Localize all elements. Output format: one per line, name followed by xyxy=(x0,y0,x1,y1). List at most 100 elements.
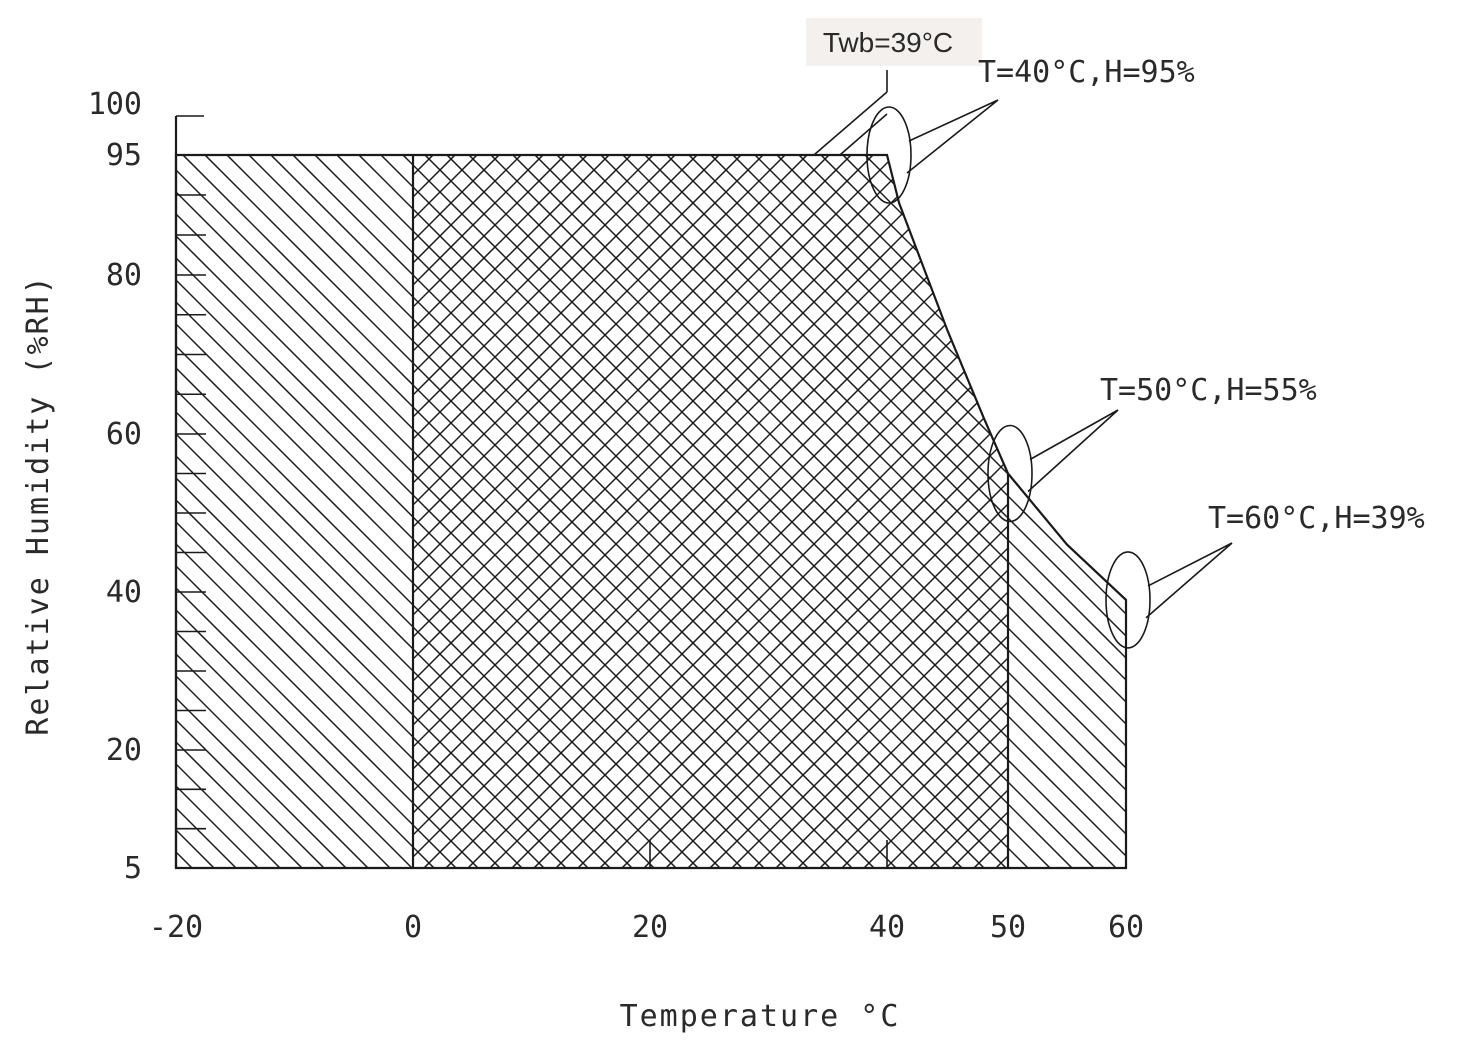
hatch-line xyxy=(1008,473,1126,868)
y-tick-label: 5 xyxy=(124,851,142,886)
hatch-line xyxy=(413,155,1008,868)
hatch-line xyxy=(413,155,905,868)
hatch-line xyxy=(413,155,727,868)
hatch-line xyxy=(549,155,1008,868)
hatch-line xyxy=(1008,473,1126,868)
hatch-line xyxy=(176,410,413,651)
hatch-line xyxy=(1408,60,1471,920)
hatch-line xyxy=(1056,60,1471,920)
hatch-line xyxy=(1430,60,1471,920)
hatch-line xyxy=(0,60,132,920)
hatch-line xyxy=(203,155,413,365)
wet-bulb-label: Twb=39°C xyxy=(823,27,953,58)
x-tick-label: 0 xyxy=(404,910,422,945)
hatch-line xyxy=(1386,60,1471,920)
hatch-line xyxy=(413,155,773,868)
hatch-line xyxy=(1254,60,1471,920)
hatch-line xyxy=(176,564,413,805)
hatch-line xyxy=(413,155,685,868)
hatch-line xyxy=(547,155,1008,868)
hatch-line xyxy=(1408,60,1471,920)
hatch-line xyxy=(176,652,392,868)
hatch-line xyxy=(789,155,1008,868)
hatch-line xyxy=(1142,60,1471,920)
hatch-line xyxy=(1188,60,1471,920)
hatch-line xyxy=(176,762,282,868)
hatch-line xyxy=(413,155,927,868)
hatch-line xyxy=(989,155,1008,868)
hatch-line xyxy=(413,155,617,868)
hatch-line xyxy=(176,696,348,868)
hatch-line xyxy=(1210,60,1471,920)
hatch-line xyxy=(413,155,839,868)
hatch-line xyxy=(413,155,1008,868)
hatch-line xyxy=(413,155,1008,868)
hatch-line xyxy=(413,155,1008,868)
x-axis-title: Temperature °C xyxy=(620,999,901,1034)
hatch-line xyxy=(1298,60,1471,920)
hatch-line xyxy=(1208,60,1471,920)
hatch-line xyxy=(1408,60,1471,920)
hatch-line xyxy=(1254,60,1471,920)
hatch-line xyxy=(413,155,969,868)
hatch-line xyxy=(181,155,413,387)
hatch-line xyxy=(176,630,413,868)
hatch-line xyxy=(413,155,597,868)
hatch-line xyxy=(483,155,1008,868)
hatch-line xyxy=(0,60,2,920)
hatch-line xyxy=(413,155,925,868)
hatch-line xyxy=(413,155,749,868)
hatch-line xyxy=(0,60,112,920)
hatch-line xyxy=(1008,473,1126,868)
operating-region-outline xyxy=(174,153,1128,870)
hatch-line xyxy=(1010,60,1471,920)
hatch-line xyxy=(176,168,413,409)
hatch-line xyxy=(1252,60,1471,920)
hatch-line xyxy=(1144,60,1471,920)
hatch-line xyxy=(902,60,1471,920)
hatch-line xyxy=(877,155,1008,868)
hatch-line xyxy=(413,155,993,868)
hatch-line xyxy=(1008,473,1126,868)
hatch-line xyxy=(413,155,881,868)
hatch-line xyxy=(638,60,1471,920)
callout-label: T=40°C,H=95% xyxy=(978,55,1195,90)
hatch-line xyxy=(413,155,1008,868)
hatch-line xyxy=(413,155,1008,868)
hatch-line xyxy=(413,155,1008,868)
hatch-line xyxy=(1342,60,1471,920)
hatch-line xyxy=(1011,473,1126,868)
hatch-line xyxy=(679,155,1008,868)
hatch-line xyxy=(1166,60,1471,920)
hatch-layer xyxy=(0,60,1471,920)
hatch-line xyxy=(0,60,706,920)
hatch-line xyxy=(176,256,413,497)
hatch-line xyxy=(0,60,838,920)
hatch-line xyxy=(0,60,112,920)
hatch-line xyxy=(176,718,326,868)
hatch-line xyxy=(176,190,413,431)
hatch-line xyxy=(335,155,413,233)
hatch-line xyxy=(415,155,1008,868)
hatch-line xyxy=(357,155,413,211)
x-tick-label: 20 xyxy=(632,910,668,945)
hatch-line xyxy=(1008,473,1126,868)
hatch-line xyxy=(1077,473,1126,868)
hatch-line xyxy=(413,155,883,868)
hatch-line xyxy=(0,60,396,920)
hatch-line xyxy=(965,155,1008,868)
hatch-line xyxy=(1008,473,1126,868)
hatch-line xyxy=(1232,60,1471,920)
x-tick-label: 60 xyxy=(1108,910,1144,945)
hatch-line xyxy=(413,155,641,868)
y-tick-label: 100 xyxy=(88,87,142,122)
hatch-line xyxy=(413,155,949,868)
hatch-line xyxy=(615,155,1008,868)
hatch-line xyxy=(1320,60,1471,920)
hatch-line xyxy=(726,60,1471,920)
hatch-line xyxy=(527,155,1008,868)
hatch-line xyxy=(1034,60,1471,920)
hatch-line xyxy=(657,155,1008,868)
hatch-line xyxy=(413,155,639,868)
hatch-line xyxy=(1364,60,1471,920)
